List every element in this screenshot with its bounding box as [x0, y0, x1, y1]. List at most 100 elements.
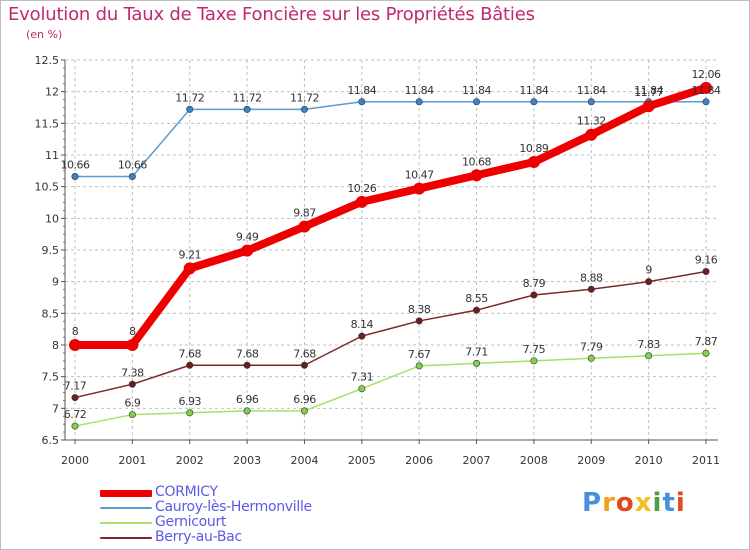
data-point-cormicy [700, 81, 712, 94]
data-point-cormicy [470, 169, 483, 182]
data-point-cauroy-l-s-hermonville [473, 98, 481, 106]
data-label-cauroy-l-s-hermonville: 11.84 [462, 84, 491, 97]
data-point-gernicourt [415, 362, 423, 370]
data-point-cauroy-l-s-hermonville [71, 173, 79, 181]
data-label-gernicourt: 7.31 [351, 371, 374, 384]
data-point-berry-au-bac [415, 317, 423, 325]
x-tick-label: 2001 [118, 454, 146, 467]
data-point-gernicourt [473, 359, 481, 367]
x-tick-label: 2011 [692, 454, 720, 467]
data-label-cauroy-l-s-hermonville: 11.84 [634, 84, 663, 97]
data-label-cormicy: 10.47 [405, 169, 434, 182]
data-point-gernicourt [128, 411, 136, 419]
legend-swatch [100, 537, 152, 539]
grid-layer [65, 59, 718, 441]
logo-letter: i [652, 488, 663, 518]
y-tick-label: 10.5 [35, 181, 60, 194]
data-point-gernicourt [71, 422, 79, 430]
x-tick-label: 2002 [176, 454, 204, 467]
y-tick-label: 8.5 [42, 307, 60, 320]
data-label-berry-au-bac: 8.88 [580, 271, 603, 284]
axis-layer: 6.5 7 7.5 8 8.5 9 9.5 10 10.5 11 11.5 12 12.5 2000 200… [35, 54, 721, 467]
data-label-berry-au-bac: 9 [645, 264, 652, 277]
data-point-cormicy [298, 220, 311, 233]
data-point-cauroy-l-s-hermonville [587, 98, 595, 106]
legend-label: CORMICY [155, 484, 218, 500]
y-tick-label: 9.5 [42, 244, 60, 257]
data-label-berry-au-bac: 9.16 [695, 254, 718, 267]
data-point-cauroy-l-s-hermonville [243, 105, 251, 113]
data-label-cormicy: 9.87 [293, 207, 316, 220]
legend-label: Berry-au-Bac [155, 529, 242, 545]
data-point-cauroy-l-s-hermonville [186, 105, 194, 113]
data-label-cormicy: 10.89 [519, 142, 548, 155]
data-label-cormicy: 8 [72, 325, 79, 338]
data-label-cormicy: 9.21 [178, 248, 201, 261]
data-label-cormicy: 8 [129, 325, 136, 338]
logo-letter: x [634, 488, 653, 518]
data-point-gernicourt [587, 354, 595, 362]
data-point-gernicourt [186, 409, 194, 417]
y-tick-label: 12 [45, 86, 59, 99]
data-label-berry-au-bac: 8.14 [351, 318, 374, 331]
x-tick-label: 2006 [405, 454, 433, 467]
y-tick-label: 6.5 [42, 434, 60, 447]
x-tick-label: 2005 [348, 454, 376, 467]
chart-title: Evolution du Taux de Taxe Foncière sur l… [8, 4, 535, 25]
data-point-gernicourt [702, 349, 710, 357]
logo-letter: P [582, 488, 603, 518]
legend-label: Gernicourt [155, 514, 227, 530]
legend-swatch [100, 489, 152, 497]
data-label-cauroy-l-s-hermonville: 11.72 [233, 91, 262, 104]
data-point-cormicy [241, 244, 254, 257]
data-point-cormicy [413, 182, 426, 195]
data-point-berry-au-bac [358, 332, 366, 340]
series-line-cormicy [71, 83, 710, 349]
data-point-gernicourt [530, 357, 538, 365]
data-label-berry-au-bac: 8.55 [465, 292, 488, 305]
data-point-berry-au-bac [587, 285, 595, 293]
legend-swatch [100, 507, 152, 509]
proxiti-logo: Proxiti [582, 488, 686, 518]
data-point-cormicy [183, 262, 196, 275]
data-point-cauroy-l-s-hermonville [300, 105, 308, 113]
x-tick-label: 2010 [635, 454, 663, 467]
data-point-cormicy [585, 128, 598, 141]
data-label-cormicy: 12.06 [692, 68, 721, 81]
data-label-cauroy-l-s-hermonville: 11.84 [519, 84, 548, 97]
y-tick-label: 10 [45, 212, 59, 225]
data-point-cauroy-l-s-hermonville [530, 98, 538, 106]
logo-letter: o [615, 488, 635, 518]
x-tick-label: 2009 [577, 454, 605, 467]
data-point-cauroy-l-s-hermonville [358, 98, 366, 106]
data-point-cormicy [355, 195, 368, 208]
data-point-cormicy [527, 155, 540, 168]
data-label-cormicy: 11.77 [634, 86, 663, 99]
data-point-cormicy [69, 339, 81, 351]
logo-letter: t [662, 488, 676, 518]
data-label-cauroy-l-s-hermonville: 10.66 [118, 159, 147, 172]
y-tick-label: 11.5 [35, 117, 60, 130]
data-label-gernicourt: 6.96 [293, 393, 316, 406]
data-label-cauroy-l-s-hermonville: 11.84 [347, 84, 376, 97]
data-point-gernicourt [358, 385, 366, 393]
logo-letter: r [602, 488, 616, 518]
data-point-berry-au-bac [71, 394, 79, 402]
y-tick-label: 9 [52, 276, 59, 289]
data-label-gernicourt: 6.96 [236, 393, 259, 406]
data-label-berry-au-bac: 7.68 [293, 347, 316, 360]
data-label-cormicy: 9.49 [236, 231, 259, 244]
data-point-cauroy-l-s-hermonville [128, 173, 136, 181]
data-point-berry-au-bac [473, 306, 481, 314]
data-label-berry-au-bac: 8.38 [408, 303, 431, 316]
data-label-berry-au-bac: 7.17 [64, 380, 87, 393]
data-label-gernicourt: 7.75 [523, 343, 546, 356]
y-tick-label: 7 [52, 402, 59, 415]
data-label-gernicourt: 6.93 [178, 395, 201, 408]
data-point-berry-au-bac [128, 380, 136, 388]
data-label-gernicourt: 6.9 [124, 397, 140, 410]
data-point-gernicourt [645, 352, 653, 360]
data-label-cauroy-l-s-hermonville: 11.72 [175, 91, 204, 104]
data-label-berry-au-bac: 8.79 [523, 277, 546, 290]
